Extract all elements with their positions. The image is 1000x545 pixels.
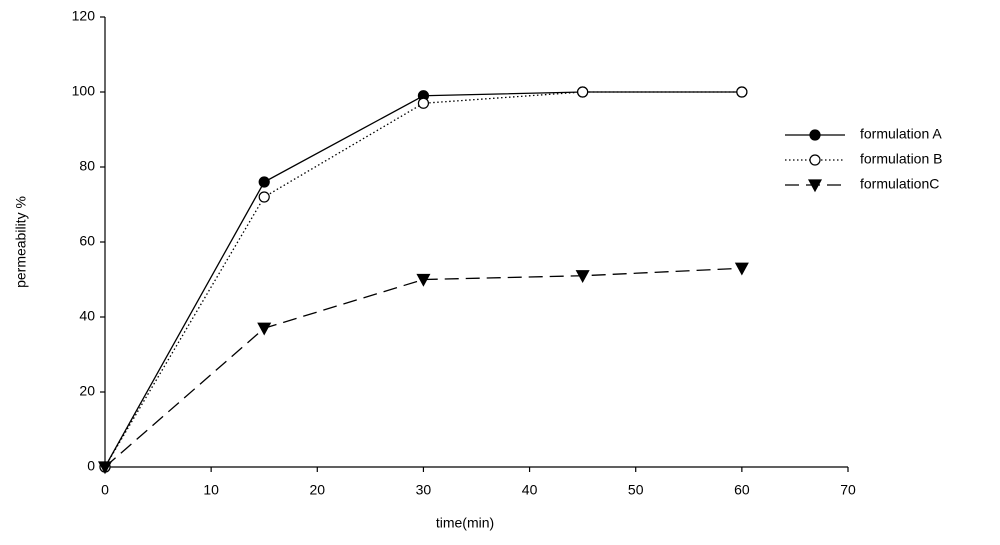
series-line — [104, 91, 742, 468]
y-axis-label: permeability % — [13, 196, 29, 288]
data-point — [258, 176, 270, 188]
data-point — [575, 270, 590, 284]
x-tick-label: 20 — [309, 482, 325, 498]
x-tick-label: 30 — [416, 482, 432, 498]
y-tick-label: 80 — [79, 158, 95, 174]
y-tick-label: 60 — [79, 233, 95, 249]
data-point — [97, 461, 113, 475]
series-line — [104, 267, 742, 468]
y-tick-label: 100 — [72, 83, 96, 99]
legend-label: formulation A — [860, 126, 942, 142]
legend-label: formulationC — [860, 176, 939, 192]
x-tick-label: 60 — [734, 482, 750, 498]
data-point — [417, 97, 430, 109]
data-point — [416, 273, 431, 287]
data-point — [577, 86, 589, 98]
legend-marker — [809, 154, 821, 166]
x-tick-label: 70 — [840, 482, 856, 498]
data-point — [258, 191, 270, 203]
data-point — [734, 262, 749, 276]
legend-label: formulation B — [860, 151, 942, 167]
y-tick-label: 40 — [79, 308, 95, 324]
legend-marker — [809, 129, 821, 141]
x-tick-label: 0 — [101, 482, 109, 498]
y-tick-label: 120 — [72, 8, 96, 24]
x-tick-label: 50 — [628, 482, 644, 498]
x-axis-label: time(min) — [436, 515, 494, 531]
x-tick-label: 10 — [203, 482, 219, 498]
y-tick-label: 20 — [79, 383, 95, 399]
y-tick-label: 0 — [87, 458, 95, 474]
data-point — [257, 322, 272, 336]
legend-marker — [807, 179, 823, 193]
x-tick-label: 40 — [522, 482, 538, 498]
data-point — [736, 86, 748, 98]
